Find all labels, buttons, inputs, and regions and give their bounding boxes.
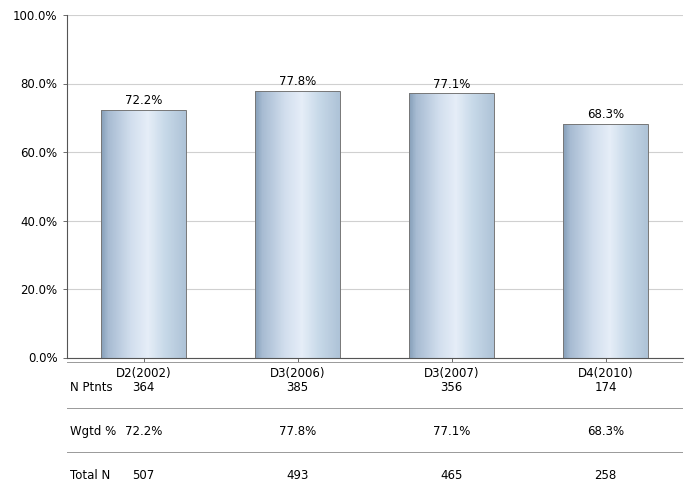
Text: Wgtd %: Wgtd % [69,425,116,438]
Text: 385: 385 [286,381,309,394]
Text: 77.1%: 77.1% [433,78,470,90]
Text: Total N: Total N [69,469,110,482]
Text: N Ptnts: N Ptnts [69,381,112,394]
Text: 77.8%: 77.8% [279,425,316,438]
Text: 77.1%: 77.1% [433,425,470,438]
Text: 72.2%: 72.2% [125,94,162,108]
Text: 258: 258 [594,469,617,482]
Text: 493: 493 [286,469,309,482]
Bar [102,110,186,358]
Text: 356: 356 [440,381,463,394]
Text: 77.8%: 77.8% [279,76,316,88]
Text: 72.2%: 72.2% [125,425,162,438]
Bar [564,124,648,358]
Bar [409,94,494,358]
Bar [255,91,340,357]
Text: 364: 364 [132,381,155,394]
Text: 465: 465 [440,469,463,482]
Text: 68.3%: 68.3% [587,425,624,438]
Text: 507: 507 [132,469,155,482]
Text: 174: 174 [594,381,617,394]
Text: 68.3%: 68.3% [587,108,624,121]
